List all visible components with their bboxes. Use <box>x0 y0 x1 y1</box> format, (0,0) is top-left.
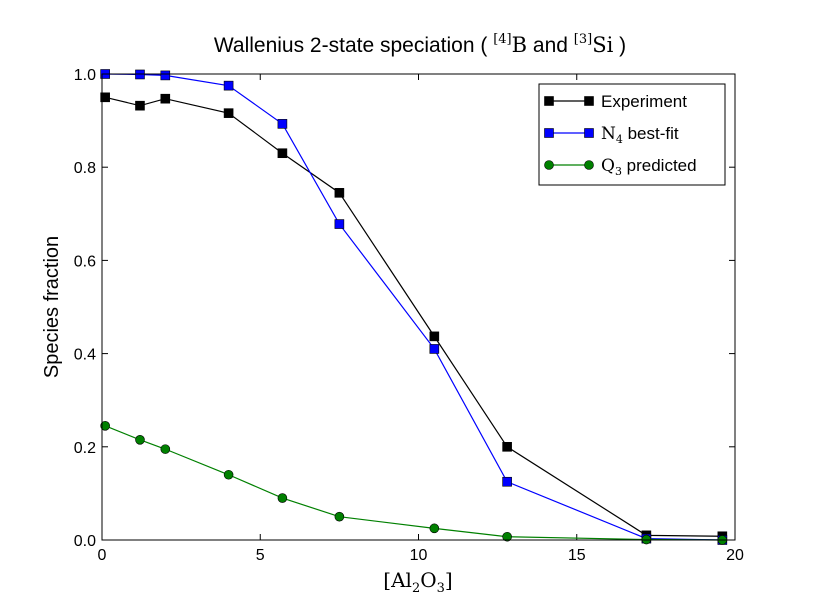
y-axis-label: Species fraction <box>41 236 63 378</box>
legend-label: N4 best-fit <box>601 124 679 146</box>
y-tick-label: 1.0 <box>74 67 96 84</box>
data-point <box>429 523 440 534</box>
data-point <box>429 344 440 354</box>
y-axis: 0.0 0.2 0.4 0.6 0.8 1.0 <box>74 67 735 550</box>
data-point <box>277 119 288 129</box>
data-point <box>502 476 512 487</box>
legend-marker <box>544 160 554 170</box>
data-point <box>502 441 512 452</box>
data-point <box>160 93 171 104</box>
x-axis-label: [Al2O3] <box>383 568 452 596</box>
legend-marker <box>544 96 554 106</box>
data-point <box>135 100 145 111</box>
data-point <box>223 469 234 480</box>
series-line-2 <box>104 425 723 541</box>
data-point <box>223 108 234 118</box>
data-point <box>100 421 110 431</box>
data-point <box>223 80 234 91</box>
legend-marker <box>584 96 594 106</box>
data-point <box>277 493 288 503</box>
data-point <box>160 70 171 81</box>
legend: Experiment N4 best-fit Q3 predicted <box>538 83 726 186</box>
plot-frame <box>101 73 736 541</box>
data-point <box>100 92 110 103</box>
data-point <box>135 435 145 445</box>
legend-marker <box>584 128 594 138</box>
y-tick-label: 0.8 <box>74 160 96 177</box>
y-tick-label: 0.4 <box>74 347 96 364</box>
y-tick-label: 0.2 <box>74 440 96 457</box>
data-point <box>334 511 345 522</box>
legend-marker <box>584 160 594 170</box>
y-tick-label: 0.0 <box>74 533 96 550</box>
data-point <box>334 188 345 198</box>
x-tick-label: 15 <box>568 547 586 564</box>
data-point <box>160 444 171 454</box>
x-tick-label: 5 <box>256 547 265 564</box>
data-point <box>334 219 345 229</box>
chart-title: Wallenius 2-state speciation ( [4]B and … <box>214 32 626 57</box>
y-tick-label: 0.6 <box>74 253 96 270</box>
data-point <box>502 531 512 542</box>
legend-label: Experiment <box>601 92 687 111</box>
x-tick-label: 0 <box>98 547 107 564</box>
x-tick-label: 10 <box>410 547 428 564</box>
legend-label: Q3 predicted <box>601 156 697 178</box>
legend-marker <box>544 128 554 138</box>
data-point <box>429 331 440 342</box>
data-point <box>277 148 288 159</box>
x-tick-label: 20 <box>726 547 744 564</box>
x-axis: 0 5 10 15 20 <box>98 74 744 564</box>
series-line-1 <box>105 73 723 541</box>
